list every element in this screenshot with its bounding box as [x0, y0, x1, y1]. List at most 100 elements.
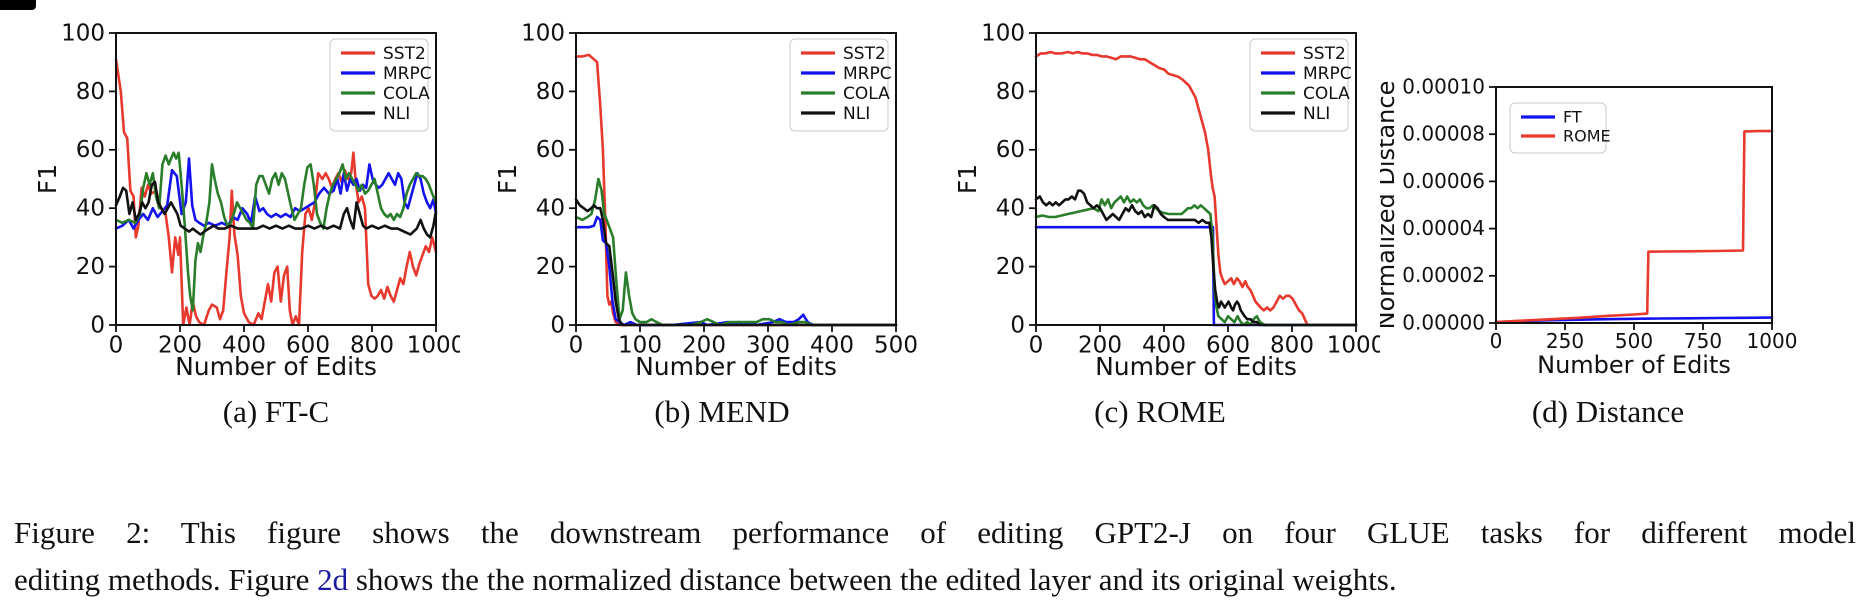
legend-label-nli: NLI [1303, 104, 1330, 124]
x-axis-label: Number of Edits [175, 352, 377, 381]
y-axis-label: F1 [953, 164, 982, 194]
x-tick-label: 800 [1270, 333, 1314, 359]
charts-row: 0 200 400 600 800 1000 0 20 40 60 80 100 Number of E… [33, 20, 1798, 381]
subcaption-rome: (c) ROME [1094, 394, 1226, 429]
plot-frame [115, 32, 437, 326]
y-tick-label: 0 [550, 312, 565, 338]
subcaption-ft-c: (a) FT-C [222, 394, 330, 429]
y-tick-label: 0.00008 [1402, 122, 1485, 146]
chart-ft-c: 0 200 400 600 800 1000 0 20 40 60 80 100 Number of E… [33, 20, 460, 381]
y-tick-label: 20 [536, 254, 565, 280]
x-tick-label: 200 [158, 333, 202, 359]
y-tick-label: 0.00000 [1402, 310, 1485, 334]
legend-label-cola: COLA [1303, 84, 1350, 104]
subcaption-distance: (d) Distance [1531, 394, 1685, 429]
crop-artifact [0, 0, 36, 10]
y-tick-label: 60 [76, 137, 105, 163]
series-line-nli [1034, 189, 1358, 327]
caption-line-2-post: shows the the normalized distance betwee… [348, 562, 1397, 597]
x-tick-label: 0 [109, 333, 124, 359]
caption-line-1: Figure 2: This figure shows the downstre… [14, 515, 1856, 550]
x-axis-label: Number of Edits [1095, 352, 1297, 381]
y-tick-label: 20 [996, 254, 1025, 280]
x-tick-label: 200 [1078, 333, 1122, 359]
y-axis-label: Normalized Distance [1380, 81, 1400, 330]
legend-label-rome: ROME [1563, 126, 1611, 145]
caption-line-2-pre: editing methods. Figure [14, 562, 318, 597]
series-line-mrpc [1034, 225, 1358, 327]
y-tick-label: 100 [981, 20, 1025, 46]
series-line-cola [574, 177, 898, 327]
series-line-cola [1034, 195, 1358, 327]
y-tick-label: 0.00010 [1402, 74, 1485, 98]
legend-label-cola: COLA [383, 84, 430, 104]
legend-label-mrpc: MRPC [383, 64, 432, 84]
x-tick-label: 300 [746, 333, 790, 359]
plot-frame [1495, 86, 1773, 324]
figure-ref-link[interactable]: 2d [317, 562, 349, 597]
caption-line-2: editing methods. Figure 2d shows the the… [14, 556, 1856, 603]
x-tick-label: 0 [569, 333, 584, 359]
y-tick-label: 40 [76, 196, 105, 222]
y-tick-label: 0 [90, 312, 105, 338]
x-tick-label: 400 [222, 333, 266, 359]
x-tick-label: 750 [1684, 329, 1722, 353]
y-tick-label: 60 [536, 137, 565, 163]
y-tick-label: 80 [76, 79, 105, 105]
legend-box [1249, 38, 1349, 132]
x-tick-label: 200 [682, 333, 726, 359]
x-tick-label: 400 [1142, 333, 1186, 359]
x-tick-label: 600 [1206, 333, 1250, 359]
x-tick-label: 400 [810, 333, 854, 359]
x-tick-label: 0 [1029, 333, 1044, 359]
x-tick-label: 1000 [1747, 329, 1798, 353]
figure-caption: Figure 2: This figure shows the downstre… [14, 509, 1856, 603]
x-tick-label: 800 [350, 333, 394, 359]
x-tick-label: 0 [1490, 329, 1503, 353]
legend-label-mrpc: MRPC [1303, 64, 1352, 84]
legend-label-sst2: SST2 [1303, 44, 1346, 64]
y-axis-label: F1 [493, 164, 522, 194]
y-axis-label: F1 [33, 164, 62, 194]
legend-label-sst2: SST2 [843, 44, 886, 64]
x-tick-label: 500 [874, 333, 918, 359]
chart-distance: 0 250 500 750 1000 0.00000 0.00002 0.00004 0.000… [1380, 74, 1798, 379]
subcaption-mend: (b) MEND [654, 394, 790, 429]
x-tick-label: 1000 [1327, 333, 1380, 359]
legend-label-cola: COLA [843, 84, 890, 104]
legend-label-mrpc: MRPC [843, 64, 892, 84]
x-axis-label: Number of Edits [1537, 351, 1731, 379]
y-tick-label: 80 [996, 79, 1025, 105]
legend-label-nli: NLI [383, 104, 410, 124]
y-tick-label: 0.00006 [1402, 169, 1485, 193]
y-tick-label: 40 [536, 196, 565, 222]
legend-box [329, 38, 429, 132]
y-tick-label: 40 [996, 196, 1025, 222]
x-tick-label: 500 [1615, 329, 1653, 353]
x-axis-label: Number of Edits [635, 352, 837, 381]
legend-label-nli: NLI [843, 104, 870, 124]
series-line-rome [1494, 129, 1774, 324]
y-tick-label: 80 [536, 79, 565, 105]
y-tick-label: 100 [521, 20, 565, 46]
series-line-cola [114, 151, 438, 312]
plot-frame [1035, 32, 1357, 326]
y-tick-label: 20 [76, 254, 105, 280]
legend-box [789, 38, 889, 132]
series-line-nli [114, 180, 438, 239]
y-tick-label: 100 [61, 20, 105, 46]
y-tick-label: 0.00002 [1402, 263, 1485, 287]
y-tick-label: 0 [1010, 312, 1025, 338]
legend-label-sst2: SST2 [383, 44, 426, 64]
series-line-sst2 [1034, 50, 1358, 327]
legend-label-ft: FT [1563, 107, 1582, 126]
x-tick-label: 250 [1546, 329, 1584, 353]
chart-rome: 0 200 400 600 800 1000 0 20 40 60 80 100 Number of E… [953, 20, 1380, 381]
y-tick-label: 60 [996, 137, 1025, 163]
x-tick-label: 1000 [407, 333, 460, 359]
series-line-sst2 [114, 57, 438, 327]
y-tick-label: 0.00004 [1402, 216, 1485, 240]
plot-frame [575, 32, 897, 326]
